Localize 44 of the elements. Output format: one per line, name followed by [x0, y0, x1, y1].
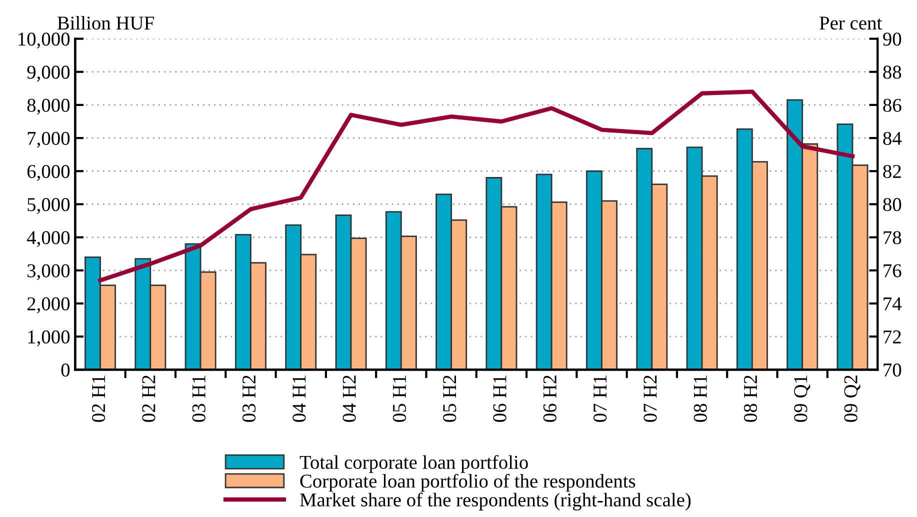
x-tick-label: 09 Q1 — [794, 376, 810, 422]
y2-tick-label: 86 — [883, 98, 902, 112]
y-axis-title: Billion HUF — [57, 16, 154, 30]
y-tick-label: 10,000 — [18, 32, 70, 49]
y2-tick-label: 74 — [884, 297, 902, 310]
y2-tick-label: 80 — [883, 198, 902, 212]
y2-tick-label: 90 — [883, 32, 902, 46]
y-tick-label: 3,000 — [28, 264, 70, 280]
x-tick-label: 06 H1 — [493, 376, 506, 422]
y-tick-label: 0 — [61, 363, 70, 377]
x-tick-label: 05 H2 — [443, 376, 456, 422]
y2-tick-label: 70 — [884, 363, 902, 377]
y2-tick-label: 78 — [884, 231, 902, 244]
y-tick-label: 7,000 — [28, 132, 70, 148]
y-tick-label: 2,000 — [27, 297, 70, 314]
x-tick-label: 04 H2 — [342, 376, 356, 422]
y2-tick-label: 84 — [883, 132, 902, 145]
x-tick-label: 07 H2 — [644, 376, 657, 422]
x-tick-label: 06 H2 — [543, 376, 556, 422]
y-tick-label: 1,000 — [28, 330, 70, 346]
y2-tick-label: 88 — [883, 66, 902, 79]
x-tick-label: 02 H1 — [92, 376, 106, 422]
legend-label: Total corporate loan portfolio — [300, 455, 528, 473]
x-tick-label: 08 H2 — [744, 376, 758, 422]
y-tick-label: 6,000 — [27, 164, 70, 181]
y2-tick-label: 76 — [884, 264, 902, 278]
y2-tick-label: 82 — [883, 164, 901, 178]
x-tick-label: 05 H1 — [392, 376, 406, 422]
x-tick-label: 07 H1 — [594, 376, 607, 422]
y2-axis-title: Per cent — [820, 16, 882, 30]
line-series — [98, 90, 855, 282]
x-tick-label: 02 H2 — [142, 376, 156, 422]
legend-label: Corporate loan portfolio of the respondents — [300, 474, 636, 492]
x-tick-label: 03 H1 — [192, 376, 206, 422]
legend-label: Market share of the respondents (right-hand scale) — [300, 492, 691, 511]
x-tick-label: 09 Q2 — [844, 376, 860, 422]
y-tick-label: 5,000 — [28, 198, 70, 214]
x-tick-label: 08 H1 — [694, 376, 707, 422]
y-tick-label: 8,000 — [27, 98, 70, 115]
x-tick-label: 03 H2 — [242, 376, 256, 422]
y2-tick-label: 72 — [884, 330, 901, 344]
y-tick-label: 4,000 — [26, 231, 70, 248]
y-tick-label: 9,000 — [27, 66, 70, 82]
x-tick-label: 04 H1 — [292, 376, 306, 422]
